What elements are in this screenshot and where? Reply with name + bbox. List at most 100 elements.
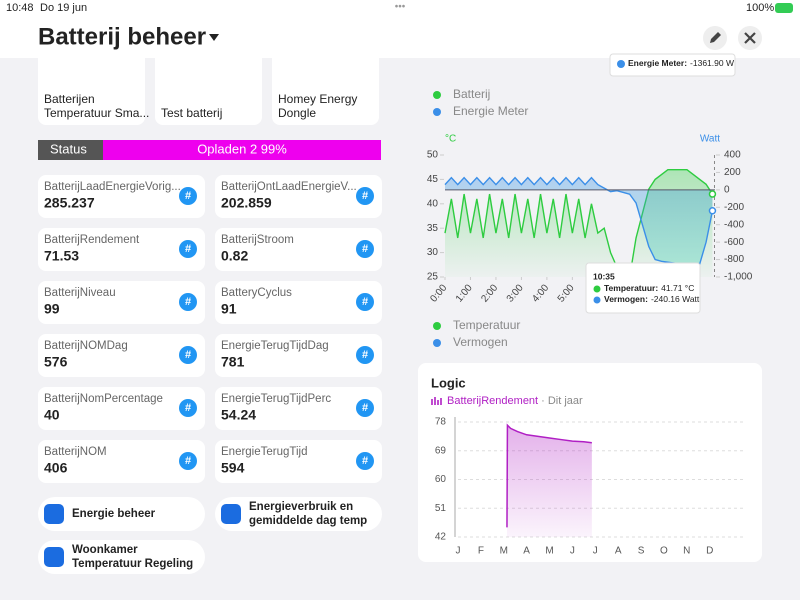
variable-card[interactable] <box>38 334 205 377</box>
hash-badge <box>179 240 197 258</box>
hash-icon: # <box>362 349 368 361</box>
tooltip-label: Vermogen: <box>604 294 648 304</box>
period: · Dit jaar <box>541 395 583 407</box>
hash-icon: # <box>362 243 368 255</box>
flow-name: Temperatuur Regeling <box>72 558 193 570</box>
variable-card[interactable] <box>38 387 205 430</box>
y2-tick-label: -200 <box>724 202 744 213</box>
y2-tick-label: -1,000 <box>724 272 753 283</box>
series-line <box>506 423 592 528</box>
time: 10:48 <box>6 2 34 14</box>
y-tick-label: 25 <box>427 272 439 283</box>
x-tick-label: 3:00 <box>505 282 526 304</box>
header <box>0 0 800 58</box>
flow-button[interactable] <box>38 540 205 574</box>
dropdown-arrow[interactable] <box>209 34 219 41</box>
tooltip-value: -240.16 Watt <box>651 294 700 304</box>
variable-card[interactable] <box>38 281 205 324</box>
variable-value: 71.53 <box>44 248 79 264</box>
tooltip-dot <box>617 60 625 68</box>
variable-card[interactable] <box>215 281 382 324</box>
x-tick-label: M <box>500 546 508 557</box>
tooltip-value: 41.71 °C <box>661 283 694 293</box>
legend-label: Vermogen <box>453 335 508 349</box>
hash-badge <box>356 452 374 470</box>
device-tile[interactable] <box>272 48 379 125</box>
hash-badge <box>356 399 374 417</box>
chart-icon <box>431 397 442 405</box>
variable-label: EnergieTerugTijd <box>221 446 308 458</box>
hash-badge <box>356 240 374 258</box>
tooltip-row: Vermogen: -240.16 Watt <box>604 294 700 304</box>
series-line <box>444 176 714 265</box>
battery-level: 100% <box>746 2 774 14</box>
tooltip-row: Temperatuur: 41.71 °C <box>604 283 694 293</box>
x-tick-label: J <box>456 546 461 557</box>
y2-tick-label: 0 <box>724 184 730 195</box>
legend-label: Batterij <box>453 87 490 101</box>
hash-icon: # <box>185 349 191 361</box>
flow-icon <box>221 504 241 524</box>
variable-card[interactable] <box>38 175 205 218</box>
y2-tick-label: 400 <box>724 150 741 161</box>
tooltip-dot <box>593 285 601 293</box>
hash-icon: # <box>185 190 191 202</box>
device-tile[interactable] <box>155 48 262 125</box>
device-name: Temperatuur Sma... <box>44 106 149 120</box>
variable-label: EnergieTerugTijdPerc <box>221 393 331 405</box>
hash-icon: # <box>185 455 191 467</box>
variable-card[interactable] <box>215 228 382 271</box>
variable-value: 594 <box>221 460 245 476</box>
y-tick-label: 30 <box>427 247 439 258</box>
hash-icon: # <box>185 402 191 414</box>
close-icon <box>744 32 756 44</box>
page-title[interactable]: Batterij beheer <box>38 23 206 50</box>
variable-card[interactable] <box>215 334 382 377</box>
y-tick-label: 35 <box>427 223 439 234</box>
hash-badge <box>179 187 197 205</box>
variable-value: 576 <box>44 354 68 370</box>
variable-label: BatterijNOMDag <box>44 340 128 352</box>
tooltip-value: -1361.90 W <box>690 58 734 68</box>
x-tick-label: N <box>683 546 690 557</box>
variable-name: BatterijRendement <box>447 395 538 407</box>
variable-label: BatteryCyclus <box>221 287 292 299</box>
cursor-point <box>708 207 717 215</box>
hash-badge <box>179 399 197 417</box>
flow-button[interactable] <box>215 497 382 531</box>
x-tick-label: A <box>523 546 530 557</box>
legend-dot <box>433 108 441 116</box>
flow-name: Energie beheer <box>72 508 156 520</box>
variable-card[interactable] <box>38 440 205 483</box>
flow-name: gemiddelde dag temp <box>249 515 367 527</box>
variable-card[interactable] <box>215 440 382 483</box>
variable-label: BatterijNOM <box>44 446 107 458</box>
flow-icon <box>44 547 64 567</box>
y2-tick-label: 200 <box>724 167 741 178</box>
variable-card[interactable] <box>38 228 205 271</box>
hash-icon: # <box>362 296 368 308</box>
hash-badge <box>179 293 197 311</box>
hash-icon: # <box>185 243 191 255</box>
variable-label: BatterijRendement <box>44 234 140 246</box>
y-tick-label: 45 <box>427 174 439 185</box>
variable-label: BatterijNomPercentage <box>44 393 163 405</box>
variable-label: BatterijLaadEnergieVorig... <box>44 181 181 193</box>
hash-icon: # <box>362 455 368 467</box>
card-subtitle: BatterijRendement · Dit jaar <box>447 395 583 407</box>
variable-value: 0.82 <box>221 248 248 264</box>
y-tick-label: 60 <box>435 474 447 485</box>
variable-value: 91 <box>221 301 237 317</box>
x-tick-label: A <box>615 546 622 557</box>
variable-card[interactable] <box>215 387 382 430</box>
variable-card[interactable] <box>215 175 382 218</box>
edit-icon <box>710 32 721 43</box>
device-name: Dongle <box>278 106 316 120</box>
device-tile[interactable] <box>38 48 145 125</box>
tooltip-dot <box>593 296 601 304</box>
flow-button[interactable] <box>38 497 205 531</box>
x-tick-label: 5:00 <box>556 282 577 304</box>
device-name: Test batterij <box>161 106 222 120</box>
y-tick-label: 42 <box>435 532 447 543</box>
